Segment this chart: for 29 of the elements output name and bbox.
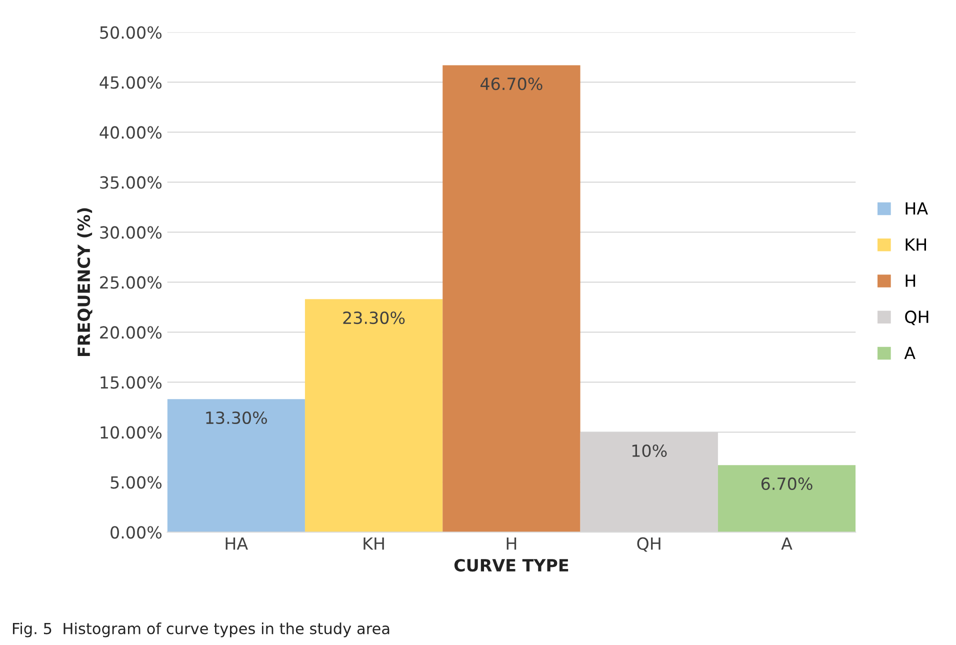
x-tick-label: HA bbox=[226, 538, 248, 550]
y-tick-label: 0.00% bbox=[110, 526, 162, 539]
x-tick-label: KH bbox=[364, 538, 384, 550]
y-tick-label: 5.00% bbox=[110, 476, 162, 489]
x-tick-label: H bbox=[506, 538, 516, 550]
legend-label: A bbox=[904, 346, 916, 360]
data-label: 6.70% bbox=[761, 477, 812, 490]
y-tick-label: 35.00% bbox=[100, 176, 162, 189]
y-tick-label: 10.00% bbox=[100, 426, 162, 439]
data-label: 13.30% bbox=[206, 411, 267, 424]
data-label: 23.30% bbox=[343, 311, 405, 324]
x-tick-label: A bbox=[781, 538, 792, 550]
y-tick-label: 45.00% bbox=[100, 76, 162, 89]
y-tick-label: 20.00% bbox=[100, 326, 162, 339]
y-axis-title: FREQUENCY (%) bbox=[77, 208, 92, 356]
y-tick-label: 15.00% bbox=[100, 376, 162, 389]
legend-label: QH bbox=[905, 310, 928, 326]
data-label: 46.70% bbox=[480, 78, 542, 90]
y-tick-label: 25.00% bbox=[100, 276, 162, 289]
caption: Fig. 5 Histogram of curve types in the study area bbox=[12, 622, 390, 638]
legend-label: H bbox=[906, 274, 916, 287]
legend-label: KH bbox=[906, 238, 926, 251]
legend-label: HA bbox=[906, 202, 928, 215]
x-axis-title: CURVE TYPE bbox=[454, 558, 568, 572]
y-tick-label: 30.00% bbox=[100, 226, 162, 239]
x-tick-label: QH bbox=[637, 537, 660, 552]
y-tick-label: 40.00% bbox=[100, 126, 162, 139]
data-label: 10% bbox=[632, 444, 667, 458]
y-tick-label: 50.00% bbox=[100, 26, 162, 39]
